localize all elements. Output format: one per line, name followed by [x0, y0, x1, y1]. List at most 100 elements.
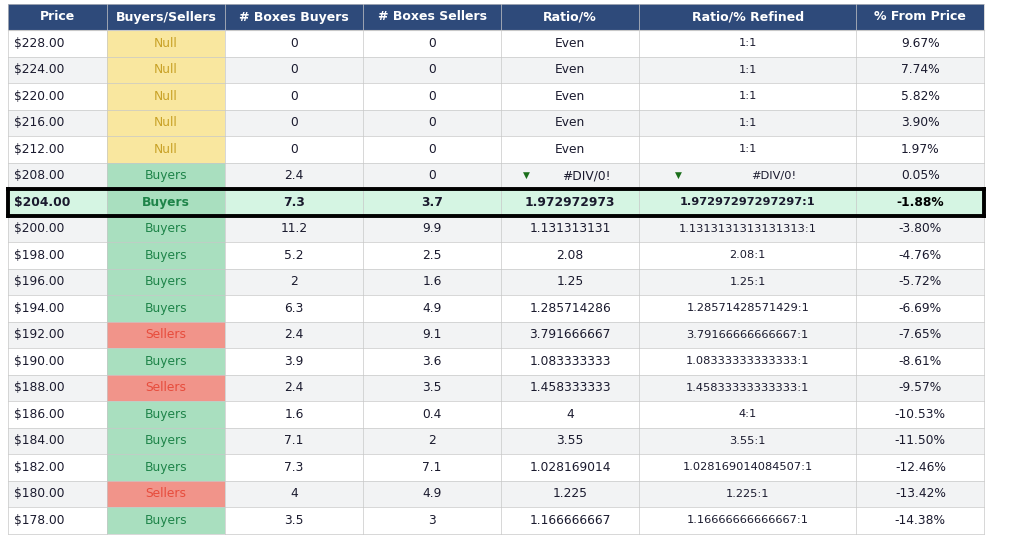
- Text: -13.42%: -13.42%: [895, 487, 946, 500]
- Bar: [364, 401, 501, 428]
- Bar: [856, 56, 984, 83]
- Text: 5.82%: 5.82%: [901, 90, 940, 103]
- Bar: [501, 136, 639, 162]
- Text: Sellers: Sellers: [145, 328, 186, 341]
- Bar: [501, 348, 639, 374]
- Bar: [225, 348, 364, 374]
- Bar: [225, 242, 364, 268]
- Bar: [856, 428, 984, 454]
- Bar: [856, 401, 984, 428]
- Text: 1:1: 1:1: [738, 144, 757, 154]
- Bar: [225, 401, 364, 428]
- Bar: [501, 268, 639, 295]
- Bar: [639, 454, 856, 480]
- Bar: [225, 83, 364, 110]
- Bar: [856, 216, 984, 242]
- Text: 3.55: 3.55: [556, 434, 584, 447]
- Text: 1.028169014: 1.028169014: [529, 461, 611, 474]
- Bar: [106, 348, 225, 374]
- Bar: [856, 348, 984, 374]
- Bar: [225, 189, 364, 216]
- Text: Null: Null: [154, 116, 178, 129]
- Text: $192.00: $192.00: [14, 328, 65, 341]
- Bar: [856, 454, 984, 480]
- Bar: [106, 83, 225, 110]
- Text: 4.9: 4.9: [423, 302, 441, 315]
- Bar: [501, 189, 639, 216]
- Bar: [639, 83, 856, 110]
- Bar: [364, 480, 501, 507]
- Text: -8.61%: -8.61%: [899, 355, 942, 368]
- Text: 1.458333333: 1.458333333: [529, 381, 611, 394]
- Bar: [501, 295, 639, 322]
- Text: 6.3: 6.3: [285, 302, 304, 315]
- Text: 3.5: 3.5: [422, 381, 442, 394]
- Bar: [501, 110, 639, 136]
- Text: Null: Null: [154, 63, 178, 76]
- Text: 1.6: 1.6: [423, 275, 441, 288]
- Text: 1.16666666666667:1: 1.16666666666667:1: [687, 515, 809, 525]
- Text: 1.97%: 1.97%: [901, 143, 940, 155]
- Bar: [364, 83, 501, 110]
- Bar: [639, 30, 856, 56]
- Bar: [225, 480, 364, 507]
- Bar: [8, 136, 106, 162]
- Bar: [856, 30, 984, 56]
- Bar: [225, 322, 364, 348]
- Bar: [106, 56, 225, 83]
- Text: 9.9: 9.9: [423, 222, 441, 235]
- Text: 3.90%: 3.90%: [901, 116, 940, 129]
- Text: 3.5: 3.5: [285, 514, 304, 527]
- Text: % From Price: % From Price: [874, 11, 967, 24]
- Text: ▼: ▼: [675, 171, 682, 180]
- Text: 2.4: 2.4: [285, 381, 304, 394]
- Bar: [639, 56, 856, 83]
- Text: 7.3: 7.3: [284, 196, 305, 209]
- Bar: [106, 295, 225, 322]
- Text: 0: 0: [290, 37, 298, 49]
- Text: 1.131313131: 1.131313131: [529, 222, 611, 235]
- Text: 1.285714286: 1.285714286: [529, 302, 611, 315]
- Text: $194.00: $194.00: [14, 302, 65, 315]
- Bar: [856, 295, 984, 322]
- Text: Even: Even: [555, 63, 586, 76]
- Bar: [106, 189, 225, 216]
- Text: Even: Even: [555, 90, 586, 103]
- Bar: [364, 56, 501, 83]
- Bar: [501, 322, 639, 348]
- Text: 2.4: 2.4: [285, 328, 304, 341]
- Text: $186.00: $186.00: [14, 408, 65, 421]
- Bar: [8, 216, 106, 242]
- Text: 2.5: 2.5: [422, 249, 442, 262]
- Bar: [106, 30, 225, 56]
- Text: 0: 0: [428, 90, 436, 103]
- Bar: [364, 374, 501, 401]
- Bar: [8, 480, 106, 507]
- Bar: [364, 30, 501, 56]
- Text: 2: 2: [428, 434, 436, 447]
- Bar: [364, 110, 501, 136]
- Text: -6.69%: -6.69%: [899, 302, 942, 315]
- Text: $178.00: $178.00: [14, 514, 65, 527]
- Bar: [856, 110, 984, 136]
- Bar: [856, 162, 984, 189]
- Bar: [639, 322, 856, 348]
- Bar: [225, 162, 364, 189]
- Text: $208.00: $208.00: [14, 169, 65, 182]
- Bar: [364, 348, 501, 374]
- Bar: [106, 4, 225, 30]
- Text: 1:1: 1:1: [738, 65, 757, 75]
- Bar: [225, 295, 364, 322]
- Text: 1.6: 1.6: [285, 408, 304, 421]
- Text: 0: 0: [290, 116, 298, 129]
- Bar: [364, 507, 501, 534]
- Bar: [364, 189, 501, 216]
- Bar: [106, 216, 225, 242]
- Text: -7.65%: -7.65%: [899, 328, 942, 341]
- Text: 1.225:1: 1.225:1: [726, 489, 769, 499]
- Bar: [106, 162, 225, 189]
- Text: Null: Null: [154, 143, 178, 155]
- Text: 1.083333333: 1.083333333: [529, 355, 611, 368]
- Text: -10.53%: -10.53%: [895, 408, 946, 421]
- Bar: [501, 428, 639, 454]
